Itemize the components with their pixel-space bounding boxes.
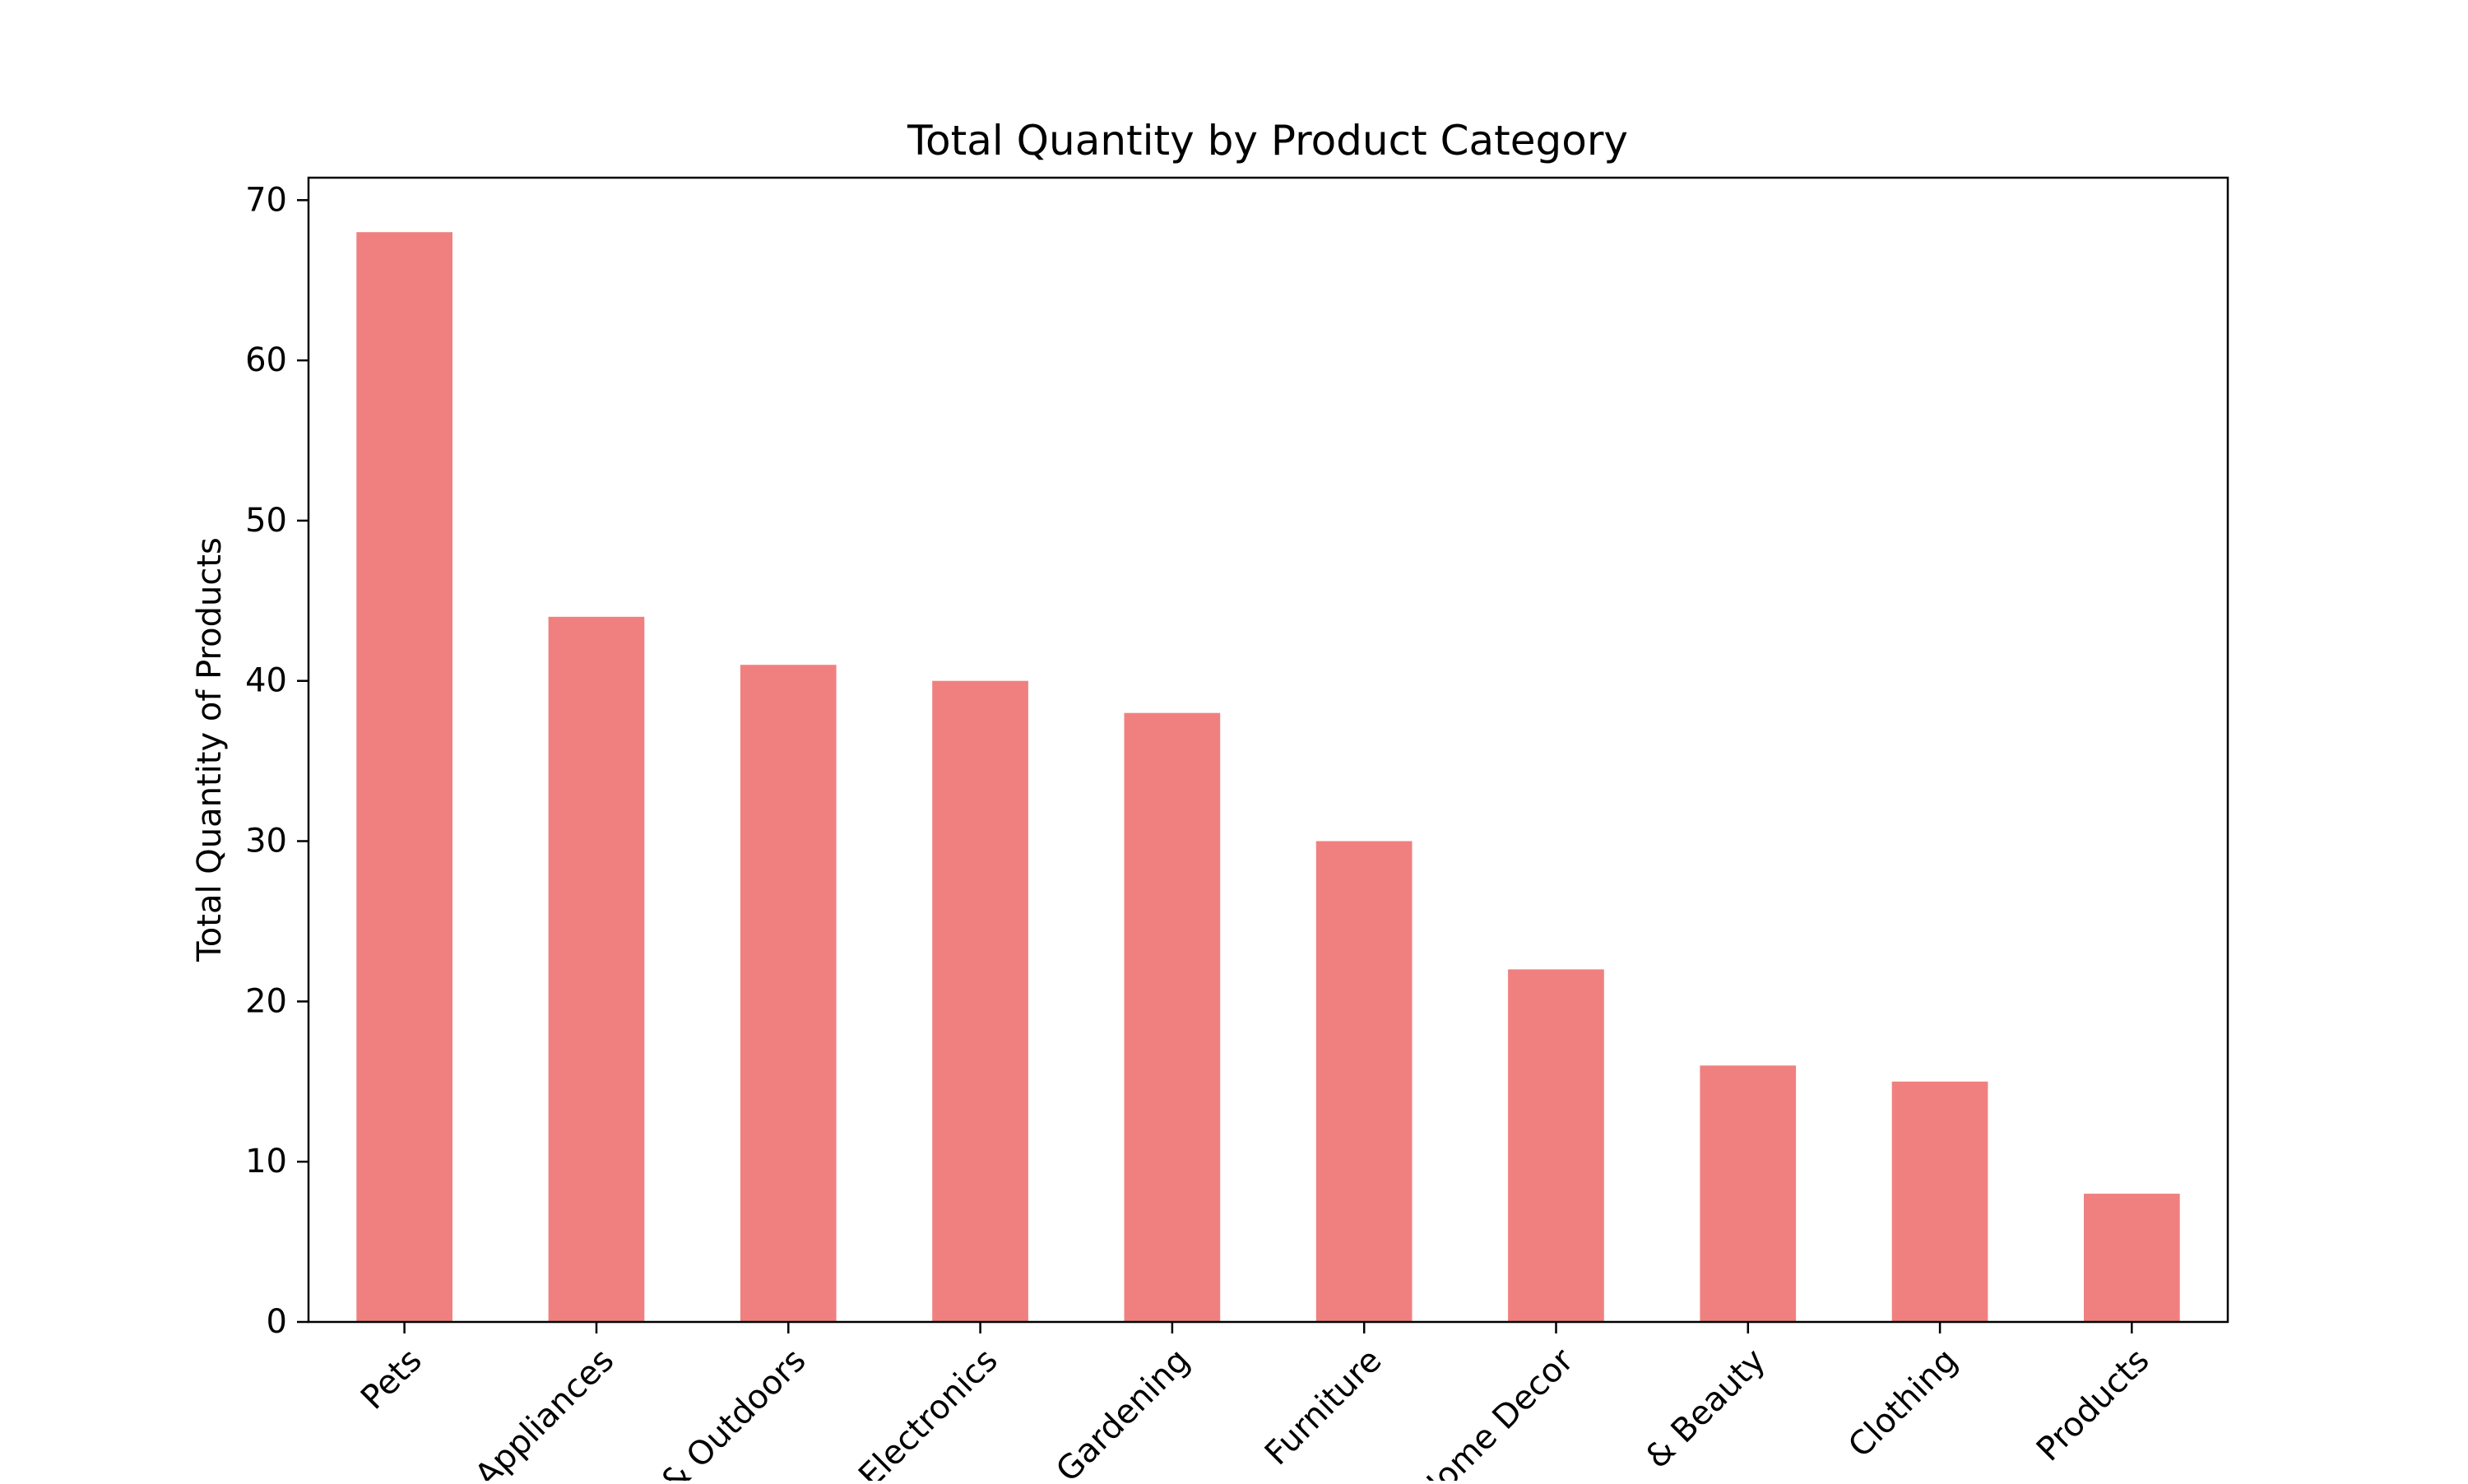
bar-1 <box>356 232 452 1323</box>
y-ticks: 0 10 20 30 40 50 60 70 <box>245 181 308 1341</box>
x-tick-label: & Beauty <box>1639 1342 1773 1476</box>
x-tick-label: & Outdoors <box>654 1342 814 1481</box>
y-tick-label: 70 <box>245 181 287 219</box>
bar-8 <box>1700 1065 1797 1322</box>
bar-3 <box>740 665 837 1322</box>
bar-7 <box>1508 969 1604 1322</box>
bar-10 <box>2084 1194 2180 1322</box>
x-tick-label: Clothing <box>1841 1342 1965 1465</box>
bar-2 <box>548 616 645 1322</box>
bar-6 <box>1315 841 1413 1322</box>
y-tick-label: 20 <box>245 982 287 1020</box>
bar-9 <box>1891 1081 1988 1322</box>
y-axis-label: Total Quantity of Products <box>191 537 229 962</box>
bars-layer <box>356 232 2180 1323</box>
bar-4 <box>932 680 1028 1322</box>
x-tick-label: Gardening <box>1049 1342 1197 1481</box>
y-tick-label: 60 <box>245 341 287 379</box>
axes-layer <box>307 176 2229 1324</box>
y-tick-label: 30 <box>245 823 287 860</box>
x-tick-label: Electronics <box>851 1342 1005 1481</box>
y-tick-label: 50 <box>245 502 287 540</box>
x-tick-label: Pets <box>354 1342 429 1417</box>
bar-5 <box>1124 712 1221 1322</box>
x-tick-label: Products <box>2030 1342 2157 1469</box>
x-tick-label: Appliances <box>468 1342 621 1481</box>
x-ticks: Pets Appliances & Outdoors Electronics Garde… <box>354 1322 2157 1481</box>
y-tick-label: 0 <box>267 1303 287 1341</box>
x-tick-label: Furniture <box>1258 1342 1389 1473</box>
x-tick-label: Home Decor <box>1409 1341 1581 1481</box>
chart-title: Total Quantity by Product Category <box>907 117 1628 165</box>
y-tick-label: 10 <box>245 1143 287 1180</box>
y-tick-label: 40 <box>245 662 287 700</box>
plot-frame <box>307 176 2229 1324</box>
